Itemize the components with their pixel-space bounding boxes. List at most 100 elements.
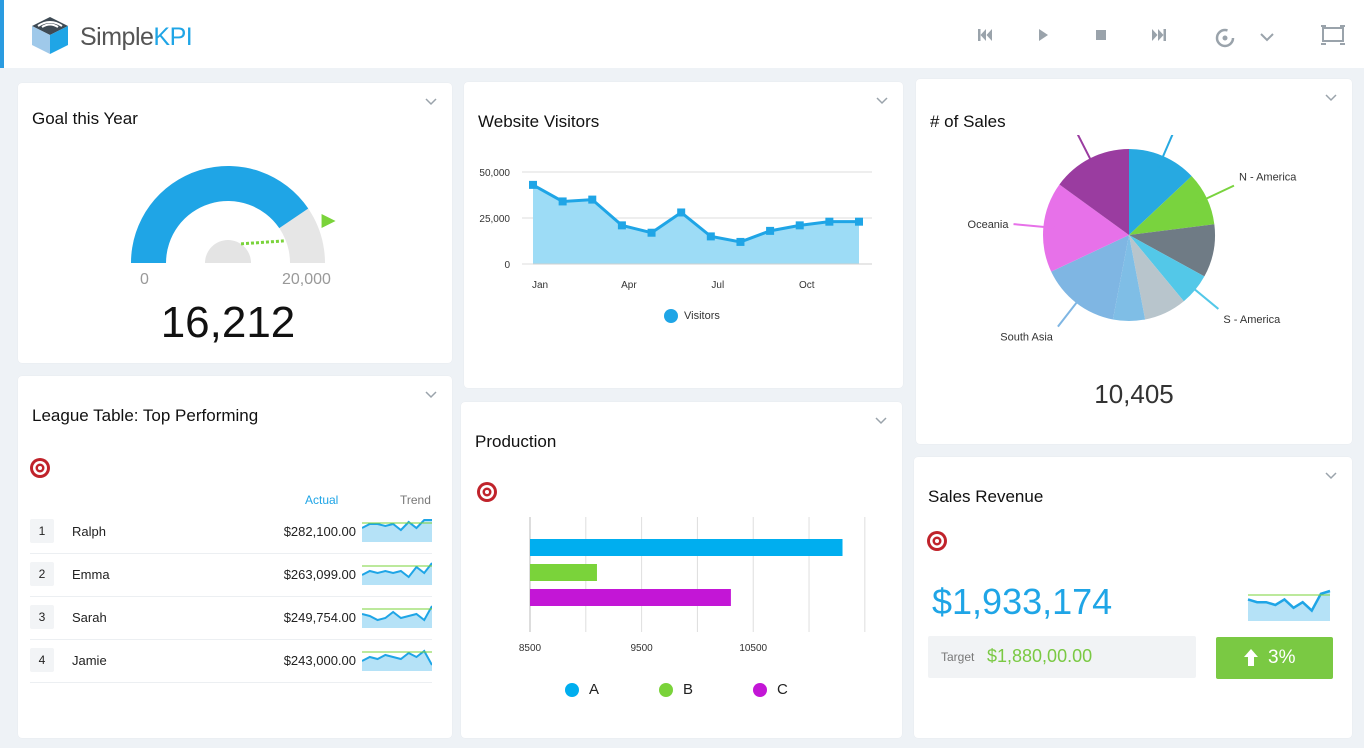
y-tick-label: 25,000 bbox=[479, 214, 510, 225]
target-icon[interactable] bbox=[476, 481, 498, 503]
pie-slice[interactable] bbox=[1043, 184, 1129, 272]
data-point bbox=[766, 226, 775, 235]
pie-slice[interactable] bbox=[1051, 235, 1129, 320]
bar[interactable] bbox=[530, 589, 731, 606]
logo-text: SimpleKPI bbox=[80, 23, 193, 52]
table-row[interactable]: 3 Sarah $249,754.00 bbox=[30, 597, 432, 640]
pie-label: S - America bbox=[1223, 314, 1281, 326]
simplekpi-logo[interactable]: SimpleKPI bbox=[30, 14, 200, 58]
revenue-change-badge[interactable]: 3% bbox=[1216, 637, 1333, 679]
column-actual[interactable]: Actual bbox=[305, 493, 339, 507]
play-icon[interactable] bbox=[1032, 24, 1054, 46]
actual-value: $243,000.00 bbox=[283, 653, 356, 668]
person-name: Ralph bbox=[72, 524, 106, 539]
bar[interactable] bbox=[530, 564, 597, 581]
pie-slice[interactable] bbox=[1059, 149, 1129, 235]
data-point bbox=[736, 237, 745, 246]
panel-title: # of Sales bbox=[930, 112, 1006, 131]
league-panel: League Table: Top Performing Actual Tren… bbox=[18, 376, 452, 738]
logo-kpi: KPI bbox=[153, 23, 193, 51]
table-row[interactable]: 2 Emma $263,099.00 bbox=[30, 554, 432, 597]
revenue-sparkline bbox=[1247, 589, 1331, 621]
visitors-area-chart: 50,000 25,000 0 Jan Apr Jul Oct bbox=[479, 168, 872, 291]
chevron-down-icon[interactable] bbox=[1324, 93, 1338, 103]
pie-slice[interactable] bbox=[1129, 149, 1192, 235]
trend-sparkline bbox=[362, 562, 432, 585]
x-tick-label: 8500 bbox=[519, 643, 542, 654]
change-value: 3% bbox=[1268, 647, 1296, 668]
target-value: $1,880,00.00 bbox=[987, 646, 1093, 666]
sparkline-area bbox=[362, 651, 432, 671]
pie-slice[interactable] bbox=[1129, 235, 1205, 302]
skip-back-icon[interactable] bbox=[974, 24, 996, 46]
chevron-down-icon[interactable] bbox=[875, 96, 889, 106]
logo-icon bbox=[32, 17, 68, 54]
rank-badge: 3 bbox=[30, 605, 54, 629]
legend-label: B bbox=[683, 681, 694, 698]
legend-dot bbox=[565, 683, 579, 698]
logo-simple: Simple bbox=[80, 23, 154, 51]
chevron-down-icon[interactable] bbox=[1324, 471, 1338, 481]
x-tick-label: 9500 bbox=[630, 643, 653, 654]
sparkline-area bbox=[362, 606, 432, 628]
fullscreen-icon[interactable] bbox=[1320, 23, 1346, 47]
refresh-icon[interactable] bbox=[1214, 27, 1236, 49]
data-point bbox=[795, 221, 804, 230]
table-row[interactable]: 4 Jamie $243,000.00 bbox=[30, 640, 432, 683]
series-line bbox=[532, 183, 859, 244]
pie-slice[interactable] bbox=[1129, 224, 1215, 277]
sales-total: 10,405 bbox=[1094, 379, 1174, 409]
person-name: Jamie bbox=[72, 653, 107, 668]
legend-item[interactable]: B bbox=[659, 681, 693, 698]
pie-label: South Asia bbox=[1000, 332, 1053, 344]
data-point bbox=[617, 221, 626, 230]
pie-label: Oceania bbox=[968, 219, 1010, 231]
arrow-up-icon bbox=[1244, 649, 1258, 666]
legend-item[interactable]: A bbox=[565, 681, 599, 698]
legend-item[interactable]: C bbox=[753, 681, 788, 698]
bar[interactable] bbox=[530, 539, 843, 556]
visitors-legend[interactable]: Visitors bbox=[664, 309, 720, 323]
data-point bbox=[825, 217, 834, 226]
x-tick-label: Apr bbox=[621, 280, 637, 291]
stop-icon[interactable] bbox=[1090, 24, 1112, 46]
pie-leader-line bbox=[1057, 292, 1085, 328]
trend-sparkline bbox=[362, 519, 432, 542]
panel-title: Goal this Year bbox=[32, 109, 138, 128]
revenue-value: $1,933,174 bbox=[932, 581, 1113, 622]
y-tick-label: 50,000 bbox=[479, 168, 510, 179]
production-bar-chart: 8500 9500 10500 bbox=[519, 517, 866, 654]
target-icon[interactable] bbox=[29, 457, 51, 479]
chevron-down-icon[interactable] bbox=[424, 390, 438, 400]
target-icon[interactable] bbox=[926, 530, 948, 552]
chevron-down-icon[interactable] bbox=[424, 97, 438, 107]
y-tick-label: 0 bbox=[504, 260, 510, 271]
revenue-panel: Sales Revenue $1,933,174 Target $1,880,0… bbox=[914, 457, 1352, 738]
skip-forward-icon[interactable] bbox=[1148, 24, 1170, 46]
pie-slice[interactable] bbox=[1129, 176, 1215, 235]
legend-label: A bbox=[589, 681, 600, 698]
x-tick-label: 10500 bbox=[739, 643, 767, 654]
chevron-down-icon[interactable] bbox=[874, 416, 888, 426]
production-legend: A B C bbox=[565, 681, 805, 701]
data-point bbox=[588, 195, 597, 204]
production-panel: Production 8500 9500 10500 A B C bbox=[461, 402, 902, 738]
chevron-down-icon[interactable] bbox=[1256, 26, 1278, 48]
sparkline-area bbox=[1248, 591, 1330, 621]
rank-badge: 1 bbox=[30, 519, 54, 543]
column-trend[interactable]: Trend bbox=[400, 493, 431, 507]
actual-value: $249,754.00 bbox=[283, 610, 356, 625]
rank-badge: 2 bbox=[30, 562, 54, 586]
sparkline-line bbox=[362, 649, 432, 666]
revenue-target-box: Target $1,880,00.00 bbox=[928, 636, 1196, 678]
data-point bbox=[647, 228, 656, 237]
pie-slice[interactable] bbox=[1112, 235, 1146, 321]
table-row[interactable]: 1 Ralph $282,100.00 bbox=[30, 511, 432, 554]
data-point bbox=[558, 197, 567, 206]
gauge-fill bbox=[131, 165, 309, 263]
gauge-min-label: 0 bbox=[140, 271, 149, 288]
pie-leader-line bbox=[1076, 135, 1097, 170]
pie-slice[interactable] bbox=[1129, 235, 1184, 320]
pie-leader-line bbox=[1157, 135, 1174, 168]
